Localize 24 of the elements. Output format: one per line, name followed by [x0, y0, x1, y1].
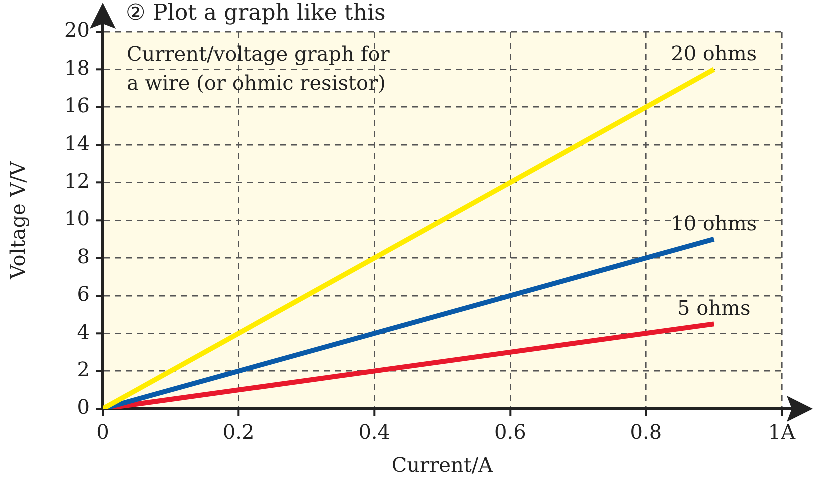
y-tick-label: 14: [64, 131, 90, 156]
chart-title: ② Plot a graph like this: [126, 1, 386, 27]
x-tick-label: 0.2: [222, 420, 255, 444]
y-axis-title: Voltage V/V: [6, 161, 30, 280]
x-tick-label: 0: [96, 420, 110, 444]
y-tick-label: 2: [77, 358, 90, 382]
y-tick-label: 8: [77, 244, 90, 268]
y-tick-label: 4: [77, 320, 90, 344]
series-label: 20 ohms: [671, 42, 758, 66]
y-tick-label: 12: [64, 169, 90, 194]
y-tick-label: 16: [64, 94, 90, 118]
series-label: 5 ohms: [677, 296, 751, 320]
x-tick-label: 0.6: [494, 420, 526, 444]
y-tick-label: 6: [77, 282, 90, 306]
y-tick-label: 0: [77, 395, 90, 420]
y-tick-label: 20: [64, 18, 90, 42]
y-tick-label: 18: [64, 56, 90, 80]
x-tick-label: 1A: [768, 420, 796, 444]
annotation: Current/voltage graph for a wire (or ohmic resistor): [127, 41, 391, 97]
y-tick-label: 10: [64, 206, 90, 231]
series-label: 10 ohms: [671, 211, 758, 236]
x-tick-label: 0.8: [630, 420, 662, 444]
x-axis-title: Current/A: [392, 453, 494, 478]
x-tick-label: 0.4: [358, 420, 391, 444]
